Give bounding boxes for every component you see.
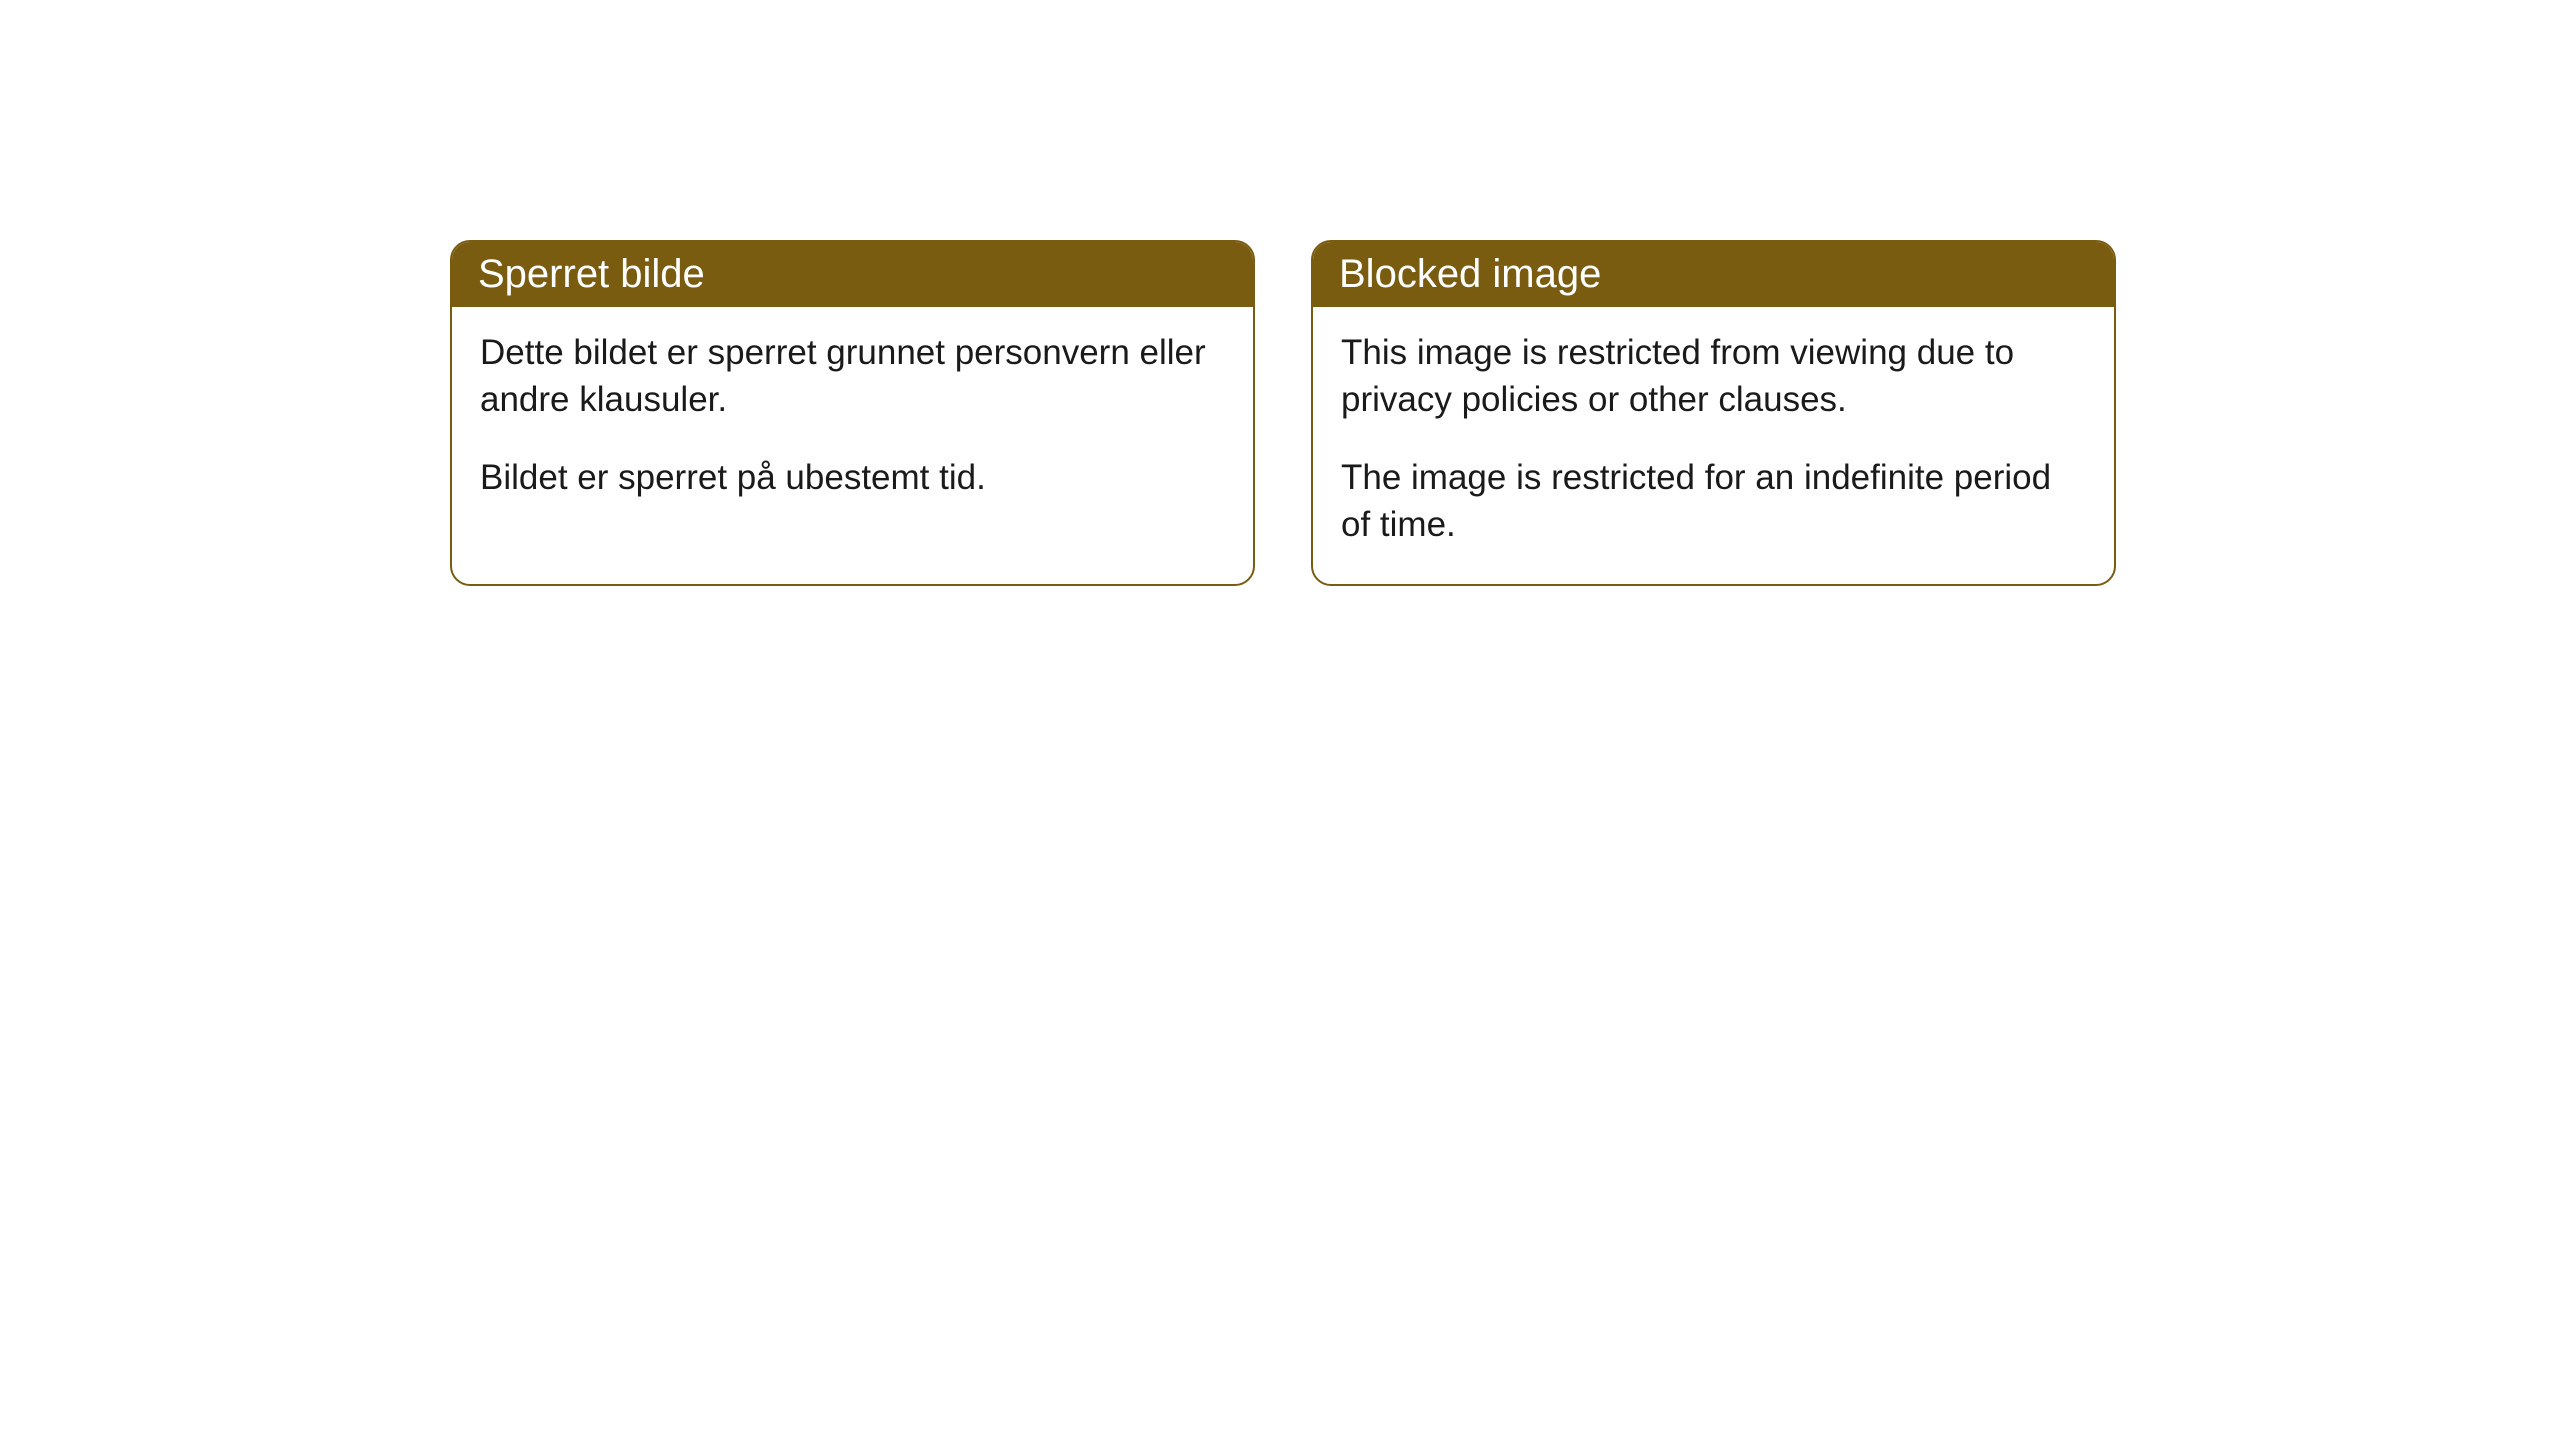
card-title: Blocked image [1339,252,2088,297]
notice-card-norwegian: Sperret bilde Dette bildet er sperret gr… [450,240,1255,586]
card-paragraph: This image is restricted from viewing du… [1341,329,2086,424]
card-title: Sperret bilde [478,252,1227,297]
card-paragraph: The image is restricted for an indefinit… [1341,454,2086,549]
card-body: This image is restricted from viewing du… [1313,307,2114,584]
card-body: Dette bildet er sperret grunnet personve… [452,307,1253,537]
card-paragraph: Dette bildet er sperret grunnet personve… [480,329,1225,424]
card-header: Sperret bilde [452,242,1253,307]
notice-cards-container: Sperret bilde Dette bildet er sperret gr… [450,240,2560,586]
card-header: Blocked image [1313,242,2114,307]
card-paragraph: Bildet er sperret på ubestemt tid. [480,454,1225,501]
notice-card-english: Blocked image This image is restricted f… [1311,240,2116,586]
